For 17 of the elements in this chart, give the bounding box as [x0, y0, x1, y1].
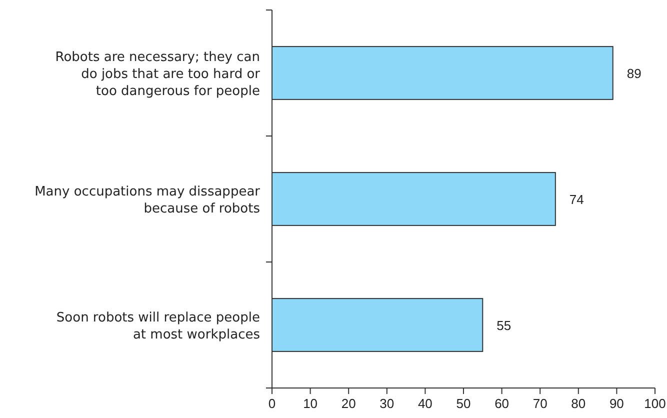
x-tick-label: 10 [303, 396, 318, 411]
data-label: 55 [496, 318, 512, 333]
y-tick-label: Many occupations may dissappear because of robots [34, 184, 261, 216]
x-tick-label: 60 [494, 396, 510, 411]
x-tick-label: 40 [418, 396, 432, 411]
x-tick-label: 70 [532, 396, 548, 411]
y-tick-label: Soon robots will replace people at most workplaces [56, 310, 260, 342]
data-label: 89 [626, 66, 642, 81]
x-tick-label: 20 [341, 396, 356, 411]
x-tick-label: 90 [609, 396, 624, 411]
y-tick-label: Robots are necessary; they can do jobs that are too hard or too dangerous for people [55, 50, 261, 99]
x-tick-label: 80 [571, 396, 586, 411]
x-tick-label: 30 [380, 396, 394, 411]
x-tick-label: 0 [268, 396, 276, 411]
x-tick-label: 100 [644, 396, 666, 411]
x-tick-label: 50 [456, 396, 471, 411]
data-label: 74 [569, 192, 584, 207]
